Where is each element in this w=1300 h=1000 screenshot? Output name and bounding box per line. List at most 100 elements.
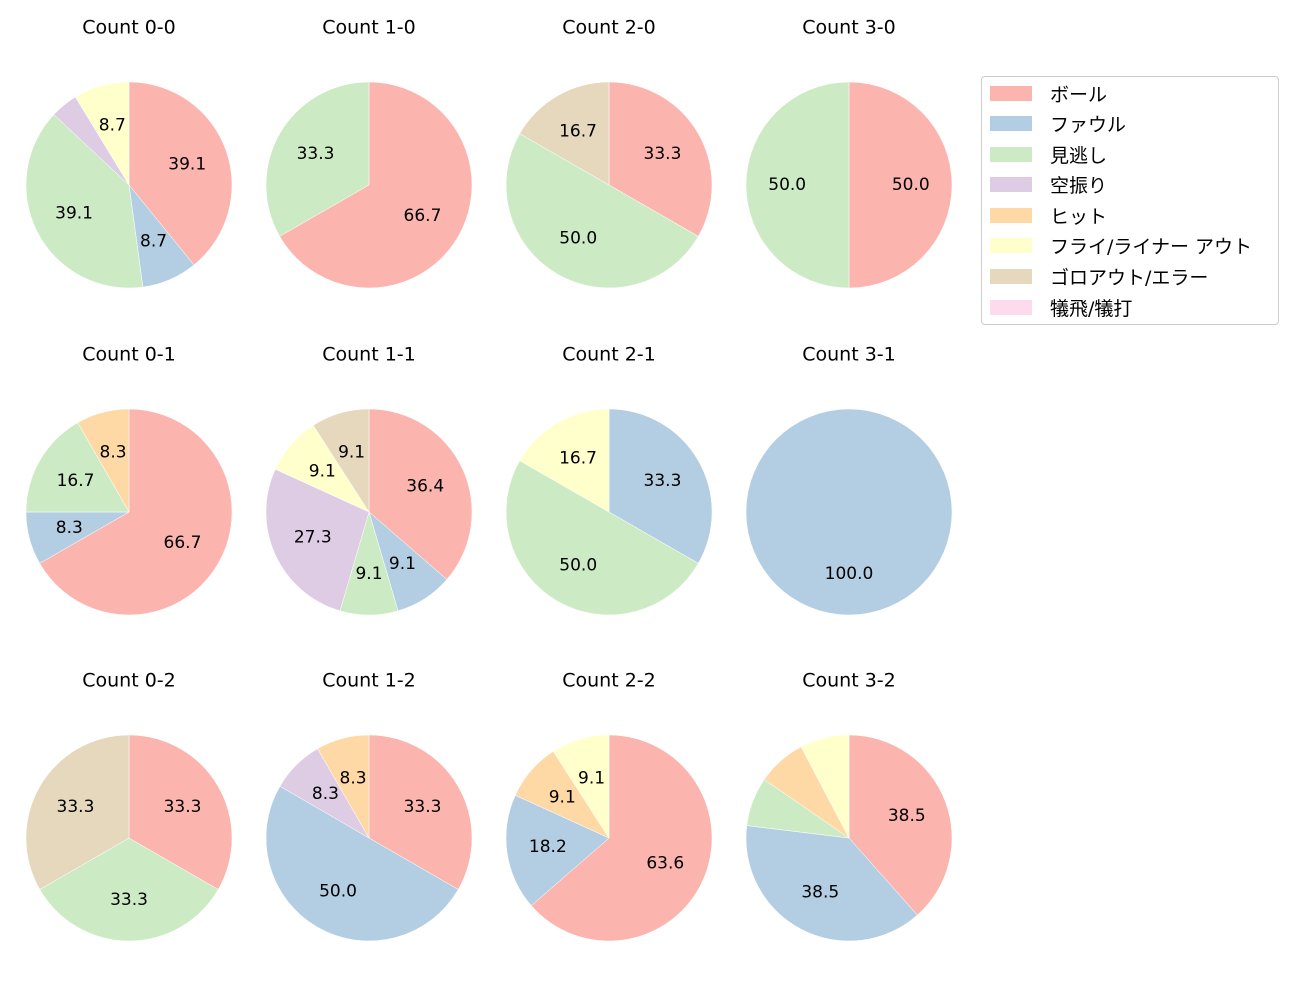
legend-item-swinging-strike: 空振り (990, 172, 1108, 197)
pie-title: Count 2-2 (562, 670, 656, 692)
slice-label: 33.3 (57, 797, 95, 817)
slice-label: 50.0 (892, 175, 930, 195)
slice-label: 9.1 (338, 443, 365, 463)
slice-label: 50.0 (768, 175, 806, 195)
legend-swatch (990, 115, 1032, 131)
pie-title: Count 1-2 (322, 670, 416, 692)
legend-swatch (990, 85, 1032, 101)
legend-label: ヒット (1050, 205, 1108, 228)
slice-label: 66.7 (164, 533, 202, 553)
slice-label: 8.3 (100, 442, 127, 462)
legend: ボール ファウル 見逃し 空振り ヒット フライ/ライナー アウト ゴロアウト/… (981, 76, 1279, 325)
legend-swatch (990, 176, 1032, 192)
slice-label: 50.0 (559, 229, 597, 249)
pie-slice (519, 81, 610, 186)
legend-swatch (990, 237, 1032, 253)
slice-label: 36.4 (406, 476, 444, 496)
pie-slice (800, 734, 850, 839)
pie-count-2-1: Count 2-1 33.3 50.0 16.7 (505, 344, 713, 616)
slice-label: 9.1 (389, 554, 416, 574)
slice-label: 8.3 (56, 518, 83, 538)
pie-slice (530, 734, 713, 942)
pie-title: Count 1-1 (322, 344, 416, 366)
legend-label: フライ/ライナー アウト (1050, 235, 1253, 258)
pie-count-1-2: Count 1-2 33.3 50.0 8.38.3 (265, 670, 473, 942)
pie-count-3-1: Count 3-1 100.0 (745, 344, 953, 616)
pie-slice (848, 81, 953, 289)
pie-slice (317, 734, 370, 839)
pie-title: Count 2-0 (562, 17, 656, 39)
pie-slice (75, 81, 130, 186)
pie-slice (368, 734, 473, 890)
pie-slice (848, 734, 953, 916)
pie-count-2-2: Count 2-2 63.6 18.2 9.19.1 (505, 670, 713, 942)
pie-slice (265, 468, 370, 612)
legend-item-grounder-error: ゴロアウト/エラー (990, 264, 1208, 289)
legend-item-foul: ファウル (990, 111, 1127, 136)
slice-label: 8.7 (99, 115, 126, 135)
pie-title: Count 3-0 (802, 17, 896, 39)
slice-label: 50.0 (319, 881, 357, 901)
slice-label: 18.2 (529, 837, 567, 857)
slice-label: 33.3 (644, 471, 682, 491)
pie-count-0-2: Count 0-2 33.3 33.3 33.3 (25, 670, 233, 942)
slice-label: 38.5 (801, 883, 839, 903)
pie-slice (265, 81, 370, 237)
slice-label: 8.7 (140, 232, 167, 252)
pie-slice (39, 408, 233, 616)
pie-slice (25, 734, 130, 890)
pie-count-2-0: Count 2-0 33.3 50.0 16.7 (505, 17, 713, 289)
pie-title: Count 0-1 (82, 344, 176, 366)
slice-label: 33.3 (404, 797, 442, 817)
legend-item-ball: ボール (990, 81, 1108, 106)
slice-label: 16.7 (559, 122, 597, 142)
legend-label: 見逃し (1050, 144, 1108, 167)
slice-label: 16.7 (57, 471, 95, 491)
pie-slice (608, 81, 713, 237)
pie-slice (505, 460, 699, 616)
slice-label: 39.1 (55, 203, 93, 223)
slice-label: 27.3 (294, 528, 332, 548)
pie-slice (745, 408, 953, 616)
slice-label: 39.1 (168, 154, 206, 174)
slice-label: 38.5 (888, 806, 926, 826)
slice-label: 8.3 (340, 768, 367, 788)
pie-title: Count 0-0 (82, 17, 176, 39)
slice-label: 66.7 (404, 206, 442, 226)
legend-label: ファウル (1050, 113, 1127, 136)
legend-item-fly-liner-out: フライ/ライナー アウト (990, 233, 1253, 258)
legend-label: ボール (1050, 83, 1108, 106)
legend-label: 犠飛/犠打 (1050, 297, 1133, 320)
pie-slice (745, 825, 918, 942)
slice-label: 33.3 (644, 144, 682, 164)
legend-swatch (990, 268, 1032, 284)
legend-label: 空振り (1050, 174, 1108, 197)
slice-label: 9.1 (549, 788, 576, 808)
slice-label: 63.6 (646, 854, 684, 874)
pie-slice (552, 734, 610, 839)
slice-label: 9.1 (578, 769, 605, 789)
pie-slice (25, 114, 144, 289)
pie-title: Count 3-2 (802, 670, 896, 692)
legend-item-called-strike: 見逃し (990, 142, 1108, 167)
pie-slice (519, 408, 610, 513)
slice-label: 9.1 (309, 462, 336, 482)
pie-slice (265, 785, 459, 942)
slice-label: 16.7 (559, 449, 597, 469)
pie-count-1-0: Count 1-0 66.7 33.3 (265, 17, 473, 289)
pie-count-3-2: Count 3-2 38.5 38.5 (745, 670, 953, 942)
slice-label: 33.3 (164, 797, 202, 817)
legend-swatch (990, 207, 1032, 223)
pie-count-3-0: Count 3-0 50.0 50.0 (745, 17, 953, 289)
pie-slice (279, 81, 473, 289)
legend-swatch (990, 146, 1032, 162)
pie-title: Count 2-1 (562, 344, 656, 366)
pie-count-0-0: Count 0-0 39.1 8.7 39.1 8.7 (25, 17, 233, 289)
pie-slice (25, 422, 130, 513)
pie-title: Count 1-0 (322, 17, 416, 39)
slice-label: 100.0 (825, 564, 874, 584)
pie-slice (505, 133, 699, 289)
slice-label: 9.1 (355, 564, 382, 584)
pie-count-1-1: Count 1-136.49.19.127.39.19.1 (265, 344, 473, 616)
